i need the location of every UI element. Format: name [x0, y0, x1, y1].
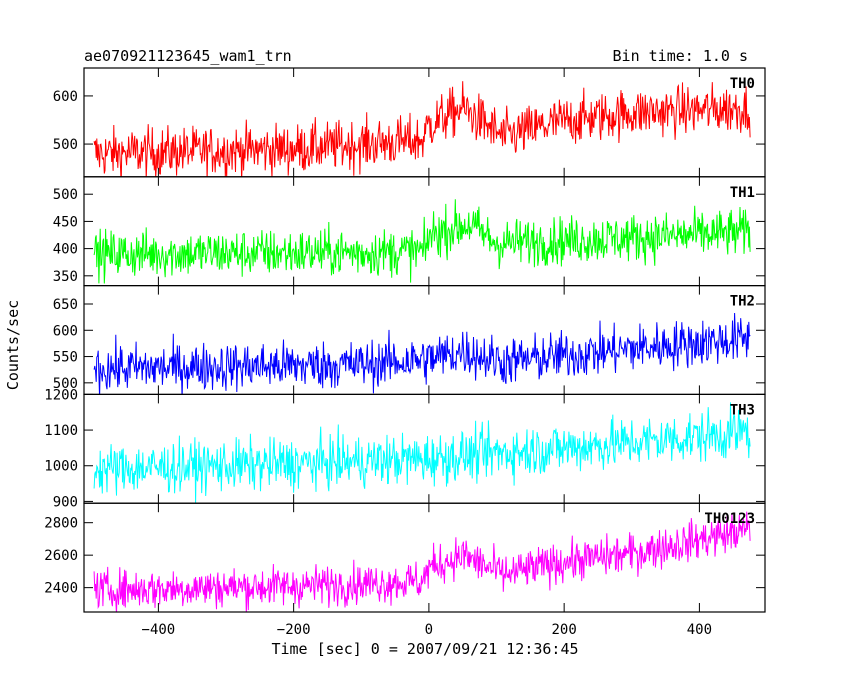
y-tick-label: 600: [53, 323, 78, 339]
panel-label-th1: TH1: [730, 185, 755, 201]
y-tick-label: 650: [53, 297, 78, 313]
y-tick-label: 500: [53, 376, 78, 392]
y-tick-label: 1000: [44, 459, 78, 475]
x-tick-label: −200: [277, 622, 311, 638]
y-tick-label: 500: [53, 137, 78, 153]
x-tick-label: −400: [142, 622, 176, 638]
y-tick-label: 350: [53, 269, 78, 285]
panel-label-th3: TH3: [730, 402, 755, 418]
y-tick-label: 1200: [44, 387, 78, 403]
series-line-th0: [93, 81, 751, 177]
y-tick-label: 500: [53, 187, 78, 203]
y-tick-label: 400: [53, 242, 78, 258]
panel-frame-th0123: [83, 502, 766, 613]
y-tick-label: 2800: [44, 516, 78, 532]
y-tick-label: 2400: [44, 581, 78, 597]
panel-label-th0: TH0: [730, 76, 755, 92]
panel-label-th2: TH2: [730, 294, 755, 310]
x-axis-label: Time [sec] 0 = 2007/09/21 12:36:45: [271, 640, 578, 658]
y-axis-label: Counts/sec: [4, 300, 22, 390]
panel-label-th0123: TH0123: [704, 511, 755, 527]
y-tick-label: 2600: [44, 548, 78, 564]
y-tick-label: 900: [53, 494, 78, 510]
series-line-th3: [93, 402, 751, 504]
plot-title-left: ae070921123645_wam1_trn: [84, 47, 292, 65]
series-line-th2: [93, 312, 751, 395]
series-line-th1: [93, 199, 751, 284]
x-tick-label: 200: [552, 622, 577, 638]
y-tick-label: 1100: [44, 423, 78, 439]
x-tick-label: 400: [687, 622, 712, 638]
y-tick-label: 550: [53, 350, 78, 366]
plot-title-right: Bin time: 1.0 s: [613, 47, 748, 65]
x-tick-label: 0: [425, 622, 433, 638]
y-tick-label: 450: [53, 214, 78, 230]
y-tick-label: 600: [53, 89, 78, 105]
panels: 500 600 TH0 350 400 450 500 TH1 500 550 600 650 TH2 9…: [44, 67, 766, 638]
series-line-th0123: [93, 511, 751, 613]
